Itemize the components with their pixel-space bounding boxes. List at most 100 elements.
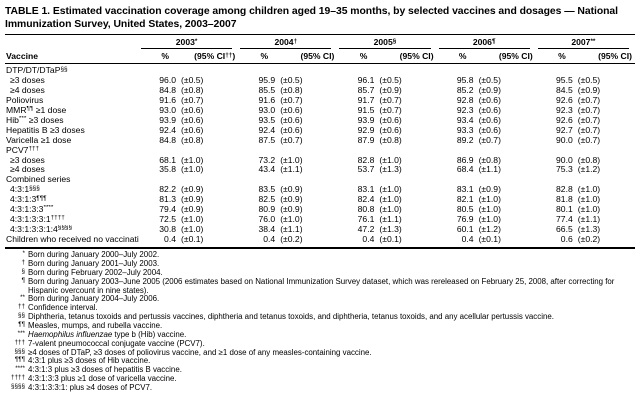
pct-cell: 0.4 [337,234,375,249]
footnote-ref: ¶¶ [26,106,34,113]
ci-cell [474,146,536,156]
footnote-text: Born during February 2002–July 2004. [28,267,163,277]
table-row: ≥4 doses 35.8 (±1.0) 43.4 (±1.1) 53.7 (±1.3) 68… [5,165,635,175]
percent-column-header: % [238,49,276,65]
footnote-ref: ** [590,37,596,45]
footnote-marker: **** [15,365,25,373]
footnote-text: 4:3:1:3 plus ≥3 doses of hepatitis B vac… [28,365,182,375]
pct-cell: 93.0 [159,106,176,116]
footnote: †††† 4:3:1:3:3 plus ≥1 dose of varicella … [5,374,639,384]
ci-cell: (±0.8) [379,135,402,145]
ci-cell: (±0.7) [181,96,204,106]
ci-cell: (±0.8) [280,86,303,96]
ci-cell: (±0.6) [280,106,303,116]
footnote: §§§§ 4:3:1:3:3:1: plus ≥4 doses of PCV7. [5,382,639,393]
pct-cell [437,64,474,76]
footnote-text: Measles, mumps, and rubella vaccine. [28,320,163,330]
footnote-ref: §§§§ [57,224,73,232]
pct-cell: 66.5 [556,224,573,234]
year-header-2003: 2003* [139,34,239,50]
footnote-ref: §§§ [29,185,40,192]
row-label-text: Varicella ≥1 dose [6,135,72,145]
ci-cell [176,175,238,185]
year-header-row: 2003* 2004† 2005§ 2006¶ 2007** [5,34,635,50]
pct-cell: 92.9 [357,125,375,135]
ci-cell: (±0.7) [280,135,303,145]
pct-cell: 93.4 [456,115,474,125]
year-label: 2004 [274,37,294,48]
footnote-marker: § [21,267,25,275]
pct-cell: 92.3 [456,106,474,116]
footnote-text: Born during January 2000–July 2002. [28,250,160,260]
ci-cell: (±0.6) [181,106,204,116]
pct-cell: 0.4 [139,234,176,249]
footnote: §§§ ≥4 doses of DTaP, ≥3 doses of poliovi… [5,348,639,358]
ci-cell: (±0.9) [379,86,402,96]
ci-column-header: (95% CI) [473,49,536,65]
ci-cell: (±0.2) [572,234,635,249]
footnote-text: 4:3:1:3:3:1: plus ≥4 doses of PCV7. [28,382,153,392]
vaccination-coverage-table: 2003* 2004† 2005§ 2006¶ 2007** Vaccine % (95%… [5,34,635,249]
row-label-text: Combined series [6,175,71,185]
pct-cell: 76.0 [258,215,276,224]
ci-cell [474,64,536,76]
ci-cell [474,175,536,185]
pct-cell: 85.5 [258,86,276,96]
row-label: 4:3:1:3:3:1†††† [5,215,139,225]
ci-column-header: (95% CI) [275,49,338,65]
ci-cell: (±0.5) [577,76,601,86]
footnote: § Born during February 2002–July 2004. [5,267,639,278]
pct-cell: 60.1 [456,224,474,234]
pct-cell: 82.4 [357,195,375,205]
pct-cell: 95.9 [258,76,276,86]
pct-cell [536,64,573,76]
ci-column-header: (95% CI††) [176,49,239,65]
ci-cell: (±0.1) [176,234,239,249]
pct-cell: 80.8 [357,205,375,215]
table-row: 4:3:1:3:3:1:4§§§§ 30.8 (±1.0) 38.4 (±1.1) 47.… [5,225,635,235]
pct-cell: 77.4 [556,215,573,224]
ci-cell: (±1.0) [379,205,402,215]
ci-cell: (±0.9) [280,195,303,205]
footnote-ref: * [194,37,198,45]
ci-cell: (±0.8) [577,155,601,165]
year-row-spacer [5,34,139,50]
footnote-marker: † [21,259,25,267]
pct-cell: 47.2 [357,224,375,234]
pct-cell: 95.8 [456,76,474,86]
pct-cell: 85.7 [357,86,375,96]
pct-cell: 84.8 [159,135,176,145]
pct-cell: 96.1 [357,76,375,86]
ci-cell: (±0.9) [280,185,303,195]
footnote-ref: ¶¶¶ [36,195,47,202]
table-row: MMR¶¶ ≥1 dose 93.0 (±0.6) 93.0 (±0.6) 91.5 (±0… [5,106,635,116]
table-row: Combined series [5,175,635,185]
ci-cell: (±0.6) [478,96,501,106]
pct-cell: 92.4 [258,125,276,135]
pct-cell: 82.1 [456,195,474,205]
footnote-ref: † [293,37,298,45]
pct-cell [536,175,573,185]
ci-cell: (±1.3) [379,165,402,175]
footnote-marker: ¶ [21,276,25,284]
ci-cell: (±1.2) [478,224,501,234]
row-label-text: 4:3:1:3:3:1 [10,215,51,224]
table-row: 4:3:1:3:3:1†††† 72.5 (±1.0) 76.0 (±1.0) 76.1 (… [5,215,635,225]
row-label-text: ≥4 doses [10,86,45,96]
ci-cell: (±1.0) [181,165,204,175]
footnote-marker: §§ [17,312,25,320]
ci-cell [374,175,436,185]
row-label: DTP/DT/DTaP§§ [5,64,139,76]
pct-cell [238,175,275,185]
pct-cell: 85.2 [456,86,474,96]
pct-cell: 82.2 [159,185,176,195]
ci-cell: (±0.5) [280,76,303,86]
ci-cell: (±0.6) [280,125,303,135]
row-label: ≥3 doses [5,76,139,86]
pct-cell [139,146,176,156]
footnote-ref: §§ [60,65,68,73]
footnote-italic-text: Haemophilus influenzae [28,329,113,339]
ci-cell: (±1.0) [577,205,601,215]
pct-cell: 91.6 [258,96,276,106]
table-row: 4:3:1:3:3**** 79.4 (±0.9) 80.9 (±0.9) 80.8 (±1… [5,205,635,215]
